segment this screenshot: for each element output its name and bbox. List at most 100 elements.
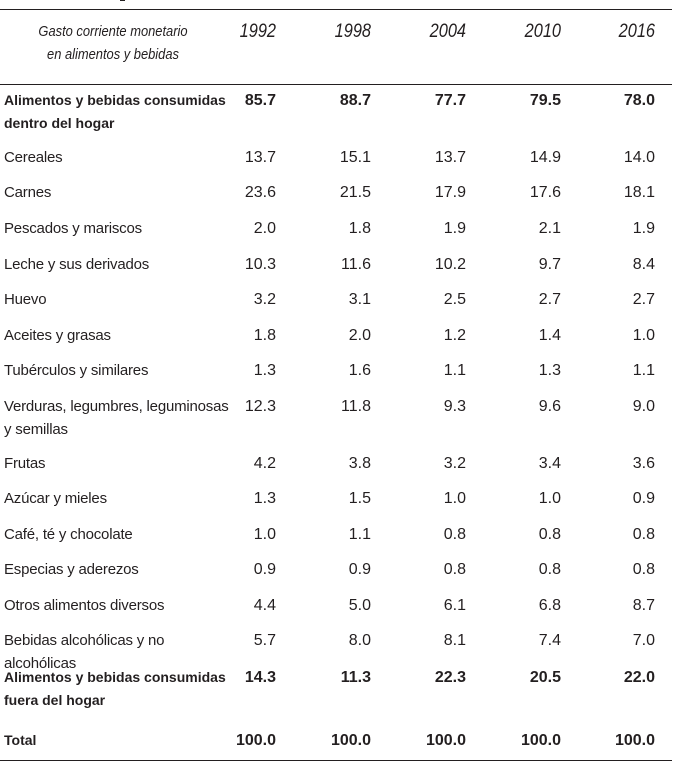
cell-value-2010: 1.0 (538, 490, 561, 507)
row-label: Azúcar y mieles (4, 487, 236, 510)
row-label-line1: Pescados y mariscos (4, 220, 142, 237)
row-label-line1: Cereales (4, 149, 63, 166)
row-label: Pescados y mariscos (4, 217, 236, 240)
cell-value-2004: 17.9 (434, 184, 466, 201)
row-label-line1: Leche y sus derivados (4, 256, 150, 273)
cell-value-2016: 22.0 (623, 669, 655, 686)
cell-value-1992: 1.3 (253, 490, 276, 507)
table-bottom-rule (0, 760, 672, 761)
cell-value-2004: 22.3 (434, 669, 466, 686)
row-label: Tubérculos y similares (4, 359, 236, 382)
cell-value-2004: 6.1 (443, 597, 466, 614)
cell-value-1992: 1.3 (253, 362, 276, 379)
cell-value-2004: 0.8 (443, 561, 466, 578)
cell-value-2016: 3.6 (632, 455, 655, 472)
cell-value-2010: 9.7 (538, 256, 561, 273)
cell-value-1998: 1.5 (348, 490, 371, 507)
row-label-line1: Otros alimentos diversos (4, 597, 165, 614)
row-label-line2: fuera del hogar (4, 692, 106, 708)
cell-value-2004: 2.5 (443, 291, 466, 308)
cell-value-1998: 3.8 (348, 455, 371, 472)
cell-value-1992: 1.8 (253, 327, 276, 344)
cell-value-2010: 20.5 (529, 669, 561, 686)
row-label-line1: Total (4, 732, 37, 748)
cell-value-1998: 1.6 (348, 362, 371, 379)
cell-value-2010: 6.8 (538, 597, 561, 614)
cell-value-2004: 13.7 (434, 149, 466, 166)
cell-value-2004: 8.1 (443, 632, 466, 649)
cell-value-2016: 1.1 (632, 362, 655, 379)
cell-value-2016: 0.8 (632, 526, 655, 543)
cell-value-2016: 9.0 (632, 398, 655, 415)
row-label: Café, té y chocolate (4, 523, 236, 546)
cell-value-2016: 1.0 (632, 327, 655, 344)
cell-value-1998: 3.1 (348, 291, 371, 308)
row-label: Leche y sus derivados (4, 253, 236, 276)
header-year-2016: 2016 (618, 21, 655, 42)
cell-value-1992: 12.3 (244, 398, 276, 415)
cell-value-2004: 1.2 (443, 327, 466, 344)
row-label-line1: Tubérculos y similares (4, 362, 149, 379)
cell-value-2016: 7.0 (632, 632, 655, 649)
cell-value-1992: 3.2 (253, 291, 276, 308)
cell-value-2010: 2.7 (538, 291, 561, 308)
cell-value-2010: 9.6 (538, 398, 561, 415)
cell-value-2010: 1.4 (538, 327, 561, 344)
cell-value-1998: 11.3 (340, 669, 371, 686)
row-label: Otros alimentos diversos (4, 594, 236, 617)
cell-value-2016: 2.7 (632, 291, 655, 308)
cell-value-1992: 4.4 (253, 597, 276, 614)
cell-value-1998: 5.0 (348, 597, 371, 614)
header-label-line1: Gasto corriente monetario (38, 23, 188, 40)
row-label: Frutas (4, 452, 236, 475)
cell-value-2016: 8.4 (632, 256, 655, 273)
cell-value-2016: 1.9 (632, 220, 655, 237)
cell-value-1998: 0.9 (348, 561, 371, 578)
cell-value-1998: 2.0 (348, 327, 371, 344)
cell-value-1998: 88.7 (339, 92, 371, 109)
header-year-2004: 2004 (429, 21, 466, 42)
header-year-1998: 1998 (334, 21, 371, 42)
cell-value-2004: 1.9 (443, 220, 466, 237)
row-label-line1: Aceites y grasas (4, 327, 111, 344)
header-year-1992: 1992 (239, 21, 276, 42)
cell-value-2010: 3.4 (538, 455, 561, 472)
row-label-line1: Bebidas alcohólicas y no alcohólicas (4, 632, 165, 672)
cell-value-1992: 0.9 (253, 561, 276, 578)
row-label-line1: Alimentos y bebidas consumidas (4, 669, 226, 685)
cell-value-1992: 5.7 (253, 632, 276, 649)
cell-value-1998: 8.0 (348, 632, 371, 649)
cell-value-2004: 1.1 (443, 362, 466, 379)
cell-value-2004: 10.2 (434, 256, 466, 273)
header-rule (0, 84, 672, 85)
cell-value-1998: 15.1 (339, 149, 371, 166)
cell-value-2010: 1.3 (538, 362, 561, 379)
row-label-line2: y semillas (4, 421, 68, 438)
header-year-2010: 2010 (524, 21, 561, 42)
cell-value-2016: 18.1 (623, 184, 655, 201)
cell-value-1992: 100.0 (235, 732, 276, 749)
cell-value-2010: 79.5 (529, 92, 561, 109)
cell-value-2004: 100.0 (425, 732, 466, 749)
cell-value-1998: 11.8 (341, 398, 371, 415)
cell-value-1992: 85.7 (244, 92, 276, 109)
cell-value-1998: 11.6 (341, 256, 371, 273)
row-label-line2: dentro del hogar (4, 115, 115, 131)
cell-value-2010: 14.9 (529, 149, 561, 166)
cell-value-2016: 78.0 (623, 92, 655, 109)
row-label-line1: Huevo (4, 291, 47, 308)
cell-value-1992: 13.7 (244, 149, 276, 166)
row-label: Alimentos y bebidas consumidas dentro del… (4, 89, 236, 135)
cell-value-2004: 1.0 (443, 490, 466, 507)
cell-value-2010: 0.8 (538, 526, 561, 543)
cell-value-1998: 1.8 (348, 220, 371, 237)
row-label-line1: Café, té y chocolate (4, 526, 133, 543)
cell-value-1992: 14.3 (244, 669, 276, 686)
row-label-line1: Azúcar y mieles (4, 490, 107, 507)
cell-value-2004: 0.8 (443, 526, 466, 543)
header-label: Gasto corriente monetario en alimentos y… (16, 20, 210, 66)
row-label: Bebidas alcohólicas y no alcohólicas (4, 629, 236, 675)
row-label: Aceites y grasas (4, 324, 236, 347)
cell-value-1998: 100.0 (330, 732, 371, 749)
